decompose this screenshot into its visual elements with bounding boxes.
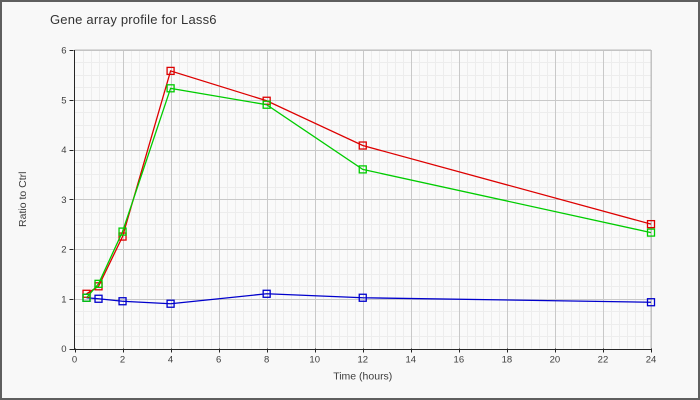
x-tick-label: 22 xyxy=(598,355,609,366)
series-red-marker xyxy=(166,66,175,76)
series-green-marker xyxy=(646,228,656,237)
series-green-marker xyxy=(166,84,175,93)
series-red-marker xyxy=(646,219,656,229)
y-tick-label: 0 xyxy=(61,344,66,355)
y-tick-label: 6 xyxy=(61,46,66,57)
x-tick-label: 18 xyxy=(502,355,513,366)
series-blue-line xyxy=(86,293,652,305)
series-green xyxy=(82,84,656,302)
y-tick-label: 3 xyxy=(61,195,66,206)
chart-title: Gene array profile for Lass6 xyxy=(50,12,217,27)
series-green-marker xyxy=(94,279,103,288)
series-blue-marker xyxy=(94,294,103,303)
grid-lines xyxy=(74,50,652,349)
series-green-marker xyxy=(118,227,127,236)
x-tick-label: 20 xyxy=(550,355,561,366)
y-tick-label: 5 xyxy=(61,95,66,106)
x-tick-label: 4 xyxy=(168,355,173,366)
series-blue-marker xyxy=(646,298,656,307)
x-tick-label: 6 xyxy=(216,355,221,366)
series-blue-marker xyxy=(262,289,271,298)
series-blue-marker xyxy=(358,293,367,302)
series-green-marker xyxy=(82,293,91,302)
x-tick-label: 24 xyxy=(646,355,657,366)
y-tick-label: 1 xyxy=(61,294,66,305)
series-red-line xyxy=(86,70,652,295)
x-tick-label: 12 xyxy=(357,355,368,366)
y-tick-label: 4 xyxy=(61,145,66,156)
x-tick-label: 2 xyxy=(120,355,125,366)
y-axis-title: Ratio to Ctrl xyxy=(17,172,29,227)
series-blue-marker xyxy=(118,297,127,306)
series-red-marker xyxy=(358,141,367,150)
x-tick-label: 8 xyxy=(264,355,269,366)
data-series xyxy=(82,66,656,308)
series-green-marker xyxy=(262,100,271,109)
series-green-line xyxy=(86,87,652,299)
x-tick-label: 16 xyxy=(454,355,465,366)
series-green-marker xyxy=(358,165,367,174)
y-tick-label: 2 xyxy=(61,245,66,256)
axes xyxy=(69,50,652,353)
x-tick-label: 10 xyxy=(309,355,320,366)
x-tick-label: 14 xyxy=(406,355,417,366)
x-axis-title: Time (hours) xyxy=(333,371,392,383)
series-blue-marker xyxy=(166,299,175,308)
x-tick-label: 0 xyxy=(72,355,77,366)
